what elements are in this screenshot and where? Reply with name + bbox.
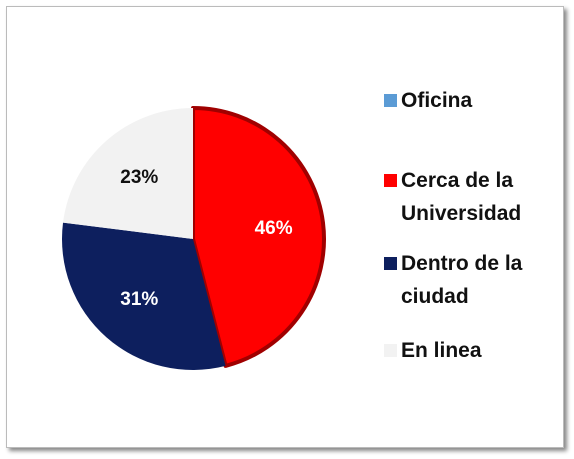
legend-swatch <box>384 94 397 107</box>
legend-label: Oficina <box>401 89 473 112</box>
legend-swatch <box>384 344 397 357</box>
legend-item: Dentro de la ciudad <box>384 247 555 313</box>
pie-slice <box>61 222 226 371</box>
legend-label: En linea <box>401 339 482 362</box>
data-label: 31% <box>120 289 158 310</box>
legend-item: Oficina <box>384 84 555 117</box>
pie-slice <box>63 108 193 239</box>
legend-item: En linea <box>384 334 555 367</box>
data-label: 46% <box>255 218 293 239</box>
data-label: 23% <box>120 167 158 188</box>
legend-label: Cerca de la Universidad <box>401 169 522 225</box>
legend-item: Cerca de la Universidad <box>384 164 555 230</box>
pie-slice <box>191 106 326 368</box>
legend-label: Dentro de la ciudad <box>401 252 523 308</box>
legend-swatch <box>384 174 397 187</box>
legend-swatch <box>384 257 397 270</box>
